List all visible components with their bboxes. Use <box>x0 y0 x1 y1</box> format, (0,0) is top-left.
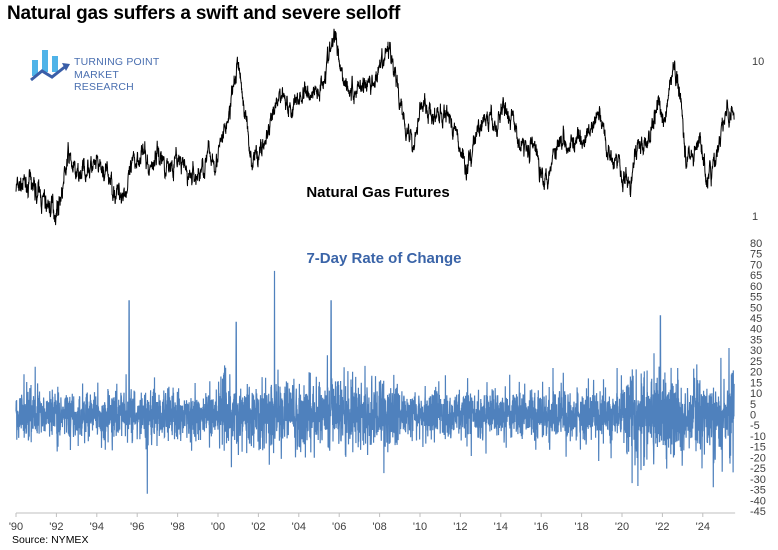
x-tick-label: '06 <box>332 521 346 533</box>
x-tick-label: '00 <box>211 521 225 533</box>
roc-y-tick-label: -20 <box>750 452 766 464</box>
roc-y-tick-label: 10 <box>750 388 762 400</box>
price-line <box>15 28 735 226</box>
roc-y-tick-label: 0 <box>750 410 756 422</box>
roc-y-tick-label: 80 <box>750 238 762 250</box>
roc-y-tick-label: -15 <box>750 442 766 454</box>
x-tick-label: '98 <box>170 521 184 533</box>
price-y-tick-label: 1 <box>752 211 758 223</box>
roc-y-tick-label: -25 <box>750 463 766 475</box>
roc-y-tick-label: 15 <box>750 377 762 389</box>
x-tick-label: '18 <box>574 521 588 533</box>
x-tick-label: '16 <box>534 521 548 533</box>
roc-panel-title: 7-Day Rate of Change <box>306 250 461 267</box>
x-tick-label: '24 <box>696 521 710 533</box>
x-tick-label: '12 <box>453 521 467 533</box>
logo-chart-icon <box>30 50 70 82</box>
roc-y-tick-label: -30 <box>750 474 766 486</box>
x-tick-label: '22 <box>655 521 669 533</box>
roc-y-tick-label: -10 <box>750 431 766 443</box>
x-tick-label: '96 <box>130 521 144 533</box>
x-tick-label: '92 <box>49 521 63 533</box>
x-tick-label: '04 <box>292 521 306 533</box>
roc-y-tick-label: -35 <box>750 485 766 497</box>
roc-y-tick-label: 40 <box>750 324 762 336</box>
roc-y-tick-label: 20 <box>750 367 762 379</box>
price-panel: 10 1 <box>15 28 764 226</box>
roc-y-tick-label: 35 <box>750 334 762 346</box>
roc-y-tick-label: -45 <box>750 506 766 518</box>
roc-y-tick-label: 30 <box>750 345 762 357</box>
roc-y-tick-label: 45 <box>750 313 762 325</box>
x-tick-label: '14 <box>494 521 508 533</box>
x-tick-label: '94 <box>90 521 104 533</box>
logo-line2: MARKET RESEARCH <box>74 69 134 93</box>
x-tick-label: '02 <box>251 521 265 533</box>
x-axis: '90 '92 '94 '96 '98 '00 '02 '04 '06 '08 '10 '12 '14 '… <box>9 512 736 533</box>
roc-line <box>15 270 735 494</box>
roc-y-tick-label: -5 <box>750 420 760 432</box>
roc-y-tick-label: 50 <box>750 302 762 314</box>
roc-y-tick-label: 60 <box>750 281 762 293</box>
price-panel-title: Natural Gas Futures <box>306 184 449 201</box>
chart-title: Natural gas suffers a swift and severe s… <box>7 3 401 24</box>
price-y-tick-label: 10 <box>752 56 764 68</box>
x-tick-label: '10 <box>413 521 427 533</box>
x-tick-label: '08 <box>372 521 386 533</box>
logo-line1: TURNING POINT <box>74 56 160 68</box>
logo: TURNING POINT MARKET RESEARCH <box>30 46 180 93</box>
roc-y-tick-label: 70 <box>750 259 762 271</box>
x-tick-label: '90 <box>9 521 23 533</box>
roc-y-tick-label: 55 <box>750 292 762 304</box>
roc-panel: 80757065605550454035302520151050-5-10-15… <box>15 238 766 518</box>
roc-y-tick-label: -40 <box>750 495 766 507</box>
roc-y-tick-label: 65 <box>750 270 762 282</box>
source-note: Source: NYMEX <box>12 534 89 546</box>
roc-y-tick-label: 25 <box>750 356 762 368</box>
roc-y-tick-label: 5 <box>750 399 756 411</box>
x-tick-label: '20 <box>615 521 629 533</box>
roc-y-tick-label: 75 <box>750 249 762 261</box>
